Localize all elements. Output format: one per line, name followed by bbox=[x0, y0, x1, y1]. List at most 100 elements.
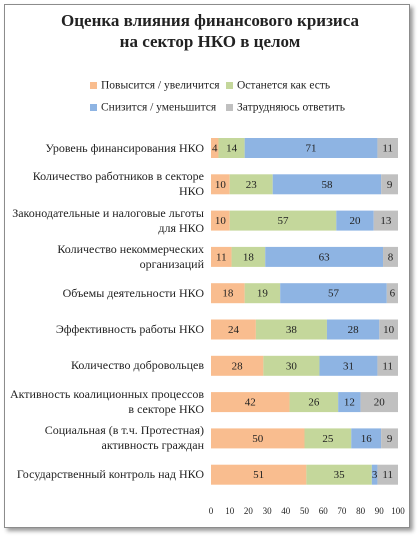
bar-segment bbox=[211, 138, 219, 158]
value-label: 23 bbox=[246, 179, 258, 191]
value-label: 4 bbox=[212, 143, 218, 155]
value-label: 11 bbox=[382, 469, 393, 481]
bar-segment bbox=[381, 174, 398, 195]
value-label: 57 bbox=[277, 215, 289, 227]
value-label: 28 bbox=[348, 324, 360, 336]
bar-segment bbox=[211, 464, 307, 485]
bar-segment bbox=[338, 392, 361, 413]
value-label: 10 bbox=[383, 324, 395, 336]
legend-label: Затрудняюсь ответить bbox=[237, 102, 345, 114]
legend-label: Повысится / увеличится bbox=[101, 80, 220, 92]
category-label: Уровень финансирования НКО bbox=[45, 140, 204, 155]
value-label: 18 bbox=[243, 251, 255, 263]
bar-segment bbox=[211, 355, 264, 376]
bar-segment bbox=[211, 283, 245, 304]
bar-segment bbox=[244, 138, 378, 158]
bar-segment bbox=[244, 283, 281, 304]
bar-segment bbox=[383, 246, 398, 267]
value-label: 24 bbox=[228, 324, 240, 336]
legend-swatch bbox=[226, 104, 233, 111]
value-label: 42 bbox=[245, 397, 256, 409]
bar-segment bbox=[326, 319, 380, 340]
value-label: 18 bbox=[222, 288, 234, 300]
category-label: Социальная (в т.ч. Протестная) активност… bbox=[44, 423, 204, 453]
category-label: Государственный контроль над НКО bbox=[16, 467, 204, 482]
bar-segment bbox=[289, 392, 339, 413]
bar-segment bbox=[377, 464, 398, 485]
x-tick-label: 70 bbox=[337, 506, 347, 516]
bar-segment bbox=[377, 355, 398, 376]
value-label: 57 bbox=[328, 288, 340, 300]
value-label: 20 bbox=[374, 397, 386, 409]
bar-segment bbox=[265, 246, 384, 267]
x-tick-label: 50 bbox=[300, 506, 310, 516]
bar-segment bbox=[336, 210, 374, 231]
value-label: 35 bbox=[334, 469, 346, 481]
value-label: 71 bbox=[306, 143, 317, 155]
x-tick-label: 40 bbox=[281, 506, 291, 516]
value-label: 30 bbox=[286, 360, 298, 372]
value-label: 10 bbox=[215, 215, 227, 227]
bar-segment bbox=[211, 246, 232, 267]
bar-segment bbox=[263, 355, 320, 376]
bar-segment bbox=[272, 174, 382, 195]
bar-segment bbox=[231, 246, 266, 267]
x-tick-label: 60 bbox=[319, 506, 329, 516]
value-label: 9 bbox=[387, 179, 393, 191]
bar-segment bbox=[211, 319, 256, 340]
bar-segment bbox=[229, 210, 337, 231]
value-label: 11 bbox=[382, 143, 393, 155]
value-label: 58 bbox=[321, 179, 333, 191]
value-label: 19 bbox=[257, 288, 269, 300]
bar-segment bbox=[381, 428, 398, 449]
bar-segment bbox=[211, 428, 305, 449]
x-tick-label: 0 bbox=[209, 506, 214, 516]
bar-segment bbox=[211, 210, 230, 231]
category-label: Количество некоммерческих организаций bbox=[57, 241, 204, 271]
bar-segment bbox=[304, 428, 352, 449]
bar-segment bbox=[379, 319, 398, 340]
bar-segment bbox=[255, 319, 327, 340]
value-label: 14 bbox=[226, 143, 238, 155]
x-tick-label: 90 bbox=[375, 506, 385, 516]
legend-label: Снизится / уменьшится bbox=[101, 102, 217, 114]
value-label: 26 bbox=[308, 397, 320, 409]
bar-segment bbox=[377, 138, 398, 158]
x-tick-label: 30 bbox=[263, 506, 273, 516]
x-tick-label: 80 bbox=[356, 506, 366, 516]
category-label: Количество добровольцев bbox=[71, 358, 204, 373]
bar-segment bbox=[306, 464, 372, 485]
category-label: Количество работников в секторе НКО bbox=[32, 169, 204, 199]
bar-segment bbox=[371, 464, 378, 485]
legend-swatch bbox=[90, 82, 97, 89]
value-label: 11 bbox=[216, 251, 227, 263]
bar-segment bbox=[351, 428, 382, 449]
value-label: 25 bbox=[322, 433, 334, 445]
x-tick-label: 100 bbox=[391, 506, 405, 516]
value-label: 3 bbox=[372, 469, 378, 481]
value-label: 20 bbox=[349, 215, 361, 227]
value-label: 13 bbox=[380, 215, 392, 227]
value-label: 9 bbox=[387, 433, 393, 445]
value-label: 31 bbox=[343, 360, 354, 372]
value-label: 8 bbox=[388, 251, 394, 263]
value-label: 63 bbox=[319, 251, 331, 263]
legend-swatch bbox=[90, 104, 97, 111]
legend-swatch bbox=[226, 82, 233, 89]
bar-segment bbox=[386, 283, 398, 304]
value-label: 11 bbox=[382, 360, 393, 372]
bar-segment bbox=[211, 392, 290, 413]
category-label: Объемы деятельности НКО bbox=[62, 285, 204, 300]
value-label: 10 bbox=[215, 179, 227, 191]
legend-label: Останется как есть bbox=[237, 80, 330, 92]
chart-title: Оценка влияния финансового кризиса на се… bbox=[61, 11, 359, 51]
bar-segment bbox=[319, 355, 378, 376]
value-label: 28 bbox=[232, 360, 244, 372]
category-label: Активность коалиционных процессов в сект… bbox=[9, 387, 204, 417]
category-label: Законодательные и налоговые льготы для Н… bbox=[12, 205, 204, 235]
bar-segment bbox=[229, 174, 273, 195]
value-label: 51 bbox=[253, 469, 264, 481]
bar-segment bbox=[280, 283, 387, 304]
